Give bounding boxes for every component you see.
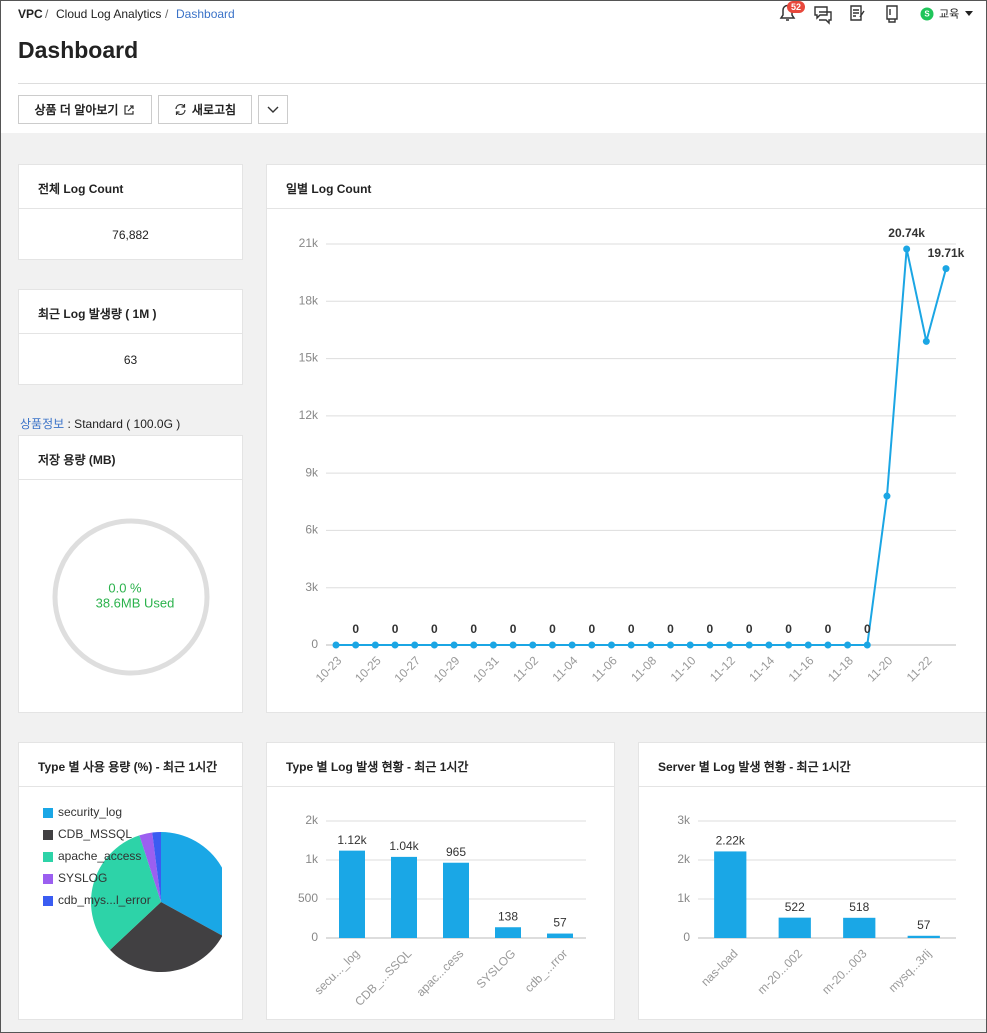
header: VPC / Cloud Log Analytics / Dashboard 52… <box>1 1 986 133</box>
breadcrumb[interactable]: VPC <box>18 7 43 21</box>
card-title: 저장 용량 (MB) <box>19 436 242 480</box>
user-name[interactable]: 교육 <box>939 7 959 20</box>
storage-gauge: 0.0 % 38.6MB Used <box>52 518 210 676</box>
type-log-card: Type 별 Log 발생 현황 - 최근 1시간 <box>266 742 615 1020</box>
type-usage-card: Type 별 사용 용량 (%) - 최근 1시간 <box>18 742 243 1020</box>
card-title: 최근 Log 발생량 ( 1M ) <box>19 290 242 334</box>
book-icon[interactable] <box>886 5 898 23</box>
badge <box>787 1 805 13</box>
external-icon <box>124 104 135 115</box>
chat-icon[interactable] <box>814 6 832 25</box>
avatar[interactable] <box>920 7 934 21</box>
card-title: Type 별 사용 용량 (%) - 최근 1시간 <box>19 743 242 787</box>
refresh-icon <box>175 103 186 116</box>
product-info: 상품정보 : Standard ( 100.0G ) <box>20 415 180 432</box>
gauge-used: 38.6MB Used <box>96 595 175 610</box>
separator: / <box>165 7 169 21</box>
card-title: Server 별 Log 발생 현황 - 최근 1시간 <box>639 743 986 787</box>
gauge-percent: 0.0 % <box>108 580 142 595</box>
button-label: 상품 더 알아보기 <box>34 103 119 117</box>
button-label: 새로고침 <box>191 103 237 117</box>
product-info-text: : Standard ( 100.0G ) <box>67 417 181 431</box>
gauge-ring <box>52 518 210 676</box>
recent-count-card: 최근 Log 발생량 ( 1M ) 63 <box>18 289 243 385</box>
card-title: Type 별 Log 발생 현황 - 최근 1시간 <box>267 743 614 787</box>
total-count-card: 전체 Log Count 76,882 <box>18 164 243 260</box>
card-value: 63 <box>123 353 138 367</box>
learn-more-button[interactable]: 상품 더 알아보기 <box>18 95 152 124</box>
dropdown-arrow[interactable] <box>965 11 973 16</box>
separator: / <box>45 7 49 21</box>
badge-count: 52 <box>791 2 801 12</box>
card-title: 전체 Log Count <box>19 165 242 209</box>
breadcrumb[interactable]: Cloud Log Analytics <box>56 7 162 21</box>
breadcrumb[interactable]: Dashboard <box>176 7 235 21</box>
card-title: 일별 Log Count <box>267 165 986 209</box>
more-button[interactable] <box>258 95 288 124</box>
header-icons: 52 S 교육 <box>779 1 973 25</box>
page-title: Dashboard <box>18 37 139 63</box>
chevron-icon <box>267 106 279 113</box>
storage-card: 저장 용량 (MB) 0.0 % 38.6MB Used <box>18 435 243 713</box>
server-log-card: Server 별 Log 발생 현황 - 최근 1시간 <box>638 742 986 1020</box>
note-icon[interactable] <box>850 5 865 21</box>
card-value: 76,882 <box>112 228 149 242</box>
avatar-letter: S <box>924 10 930 19</box>
divider <box>18 83 986 84</box>
refresh-button[interactable]: 새로고침 <box>158 95 252 124</box>
daily-count-card: 일별 Log Count <box>266 164 986 713</box>
product-info-link[interactable]: 상품정보 <box>20 417 65 431</box>
